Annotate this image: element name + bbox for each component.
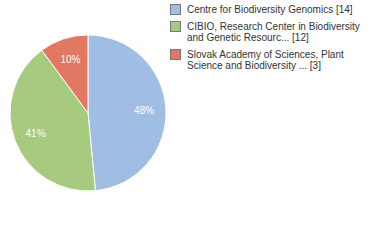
html-text:CIBIO, Research Center in Biod: CIBIO, Research Center in Biodiversity a… bbox=[187, 21, 360, 43]
svg-text:48%: 48% bbox=[134, 105, 154, 116]
html-text:Centre for Biodiversity Genomi: Centre for Biodiversity Genomics [14] bbox=[187, 4, 353, 15]
svg-text:41%: 41% bbox=[26, 128, 46, 139]
svg-text:10%: 10% bbox=[60, 54, 80, 65]
html-text:Slovak Academy of Sciences, Pl: Slovak Academy of Sciences, Plant Scienc… bbox=[187, 49, 344, 71]
